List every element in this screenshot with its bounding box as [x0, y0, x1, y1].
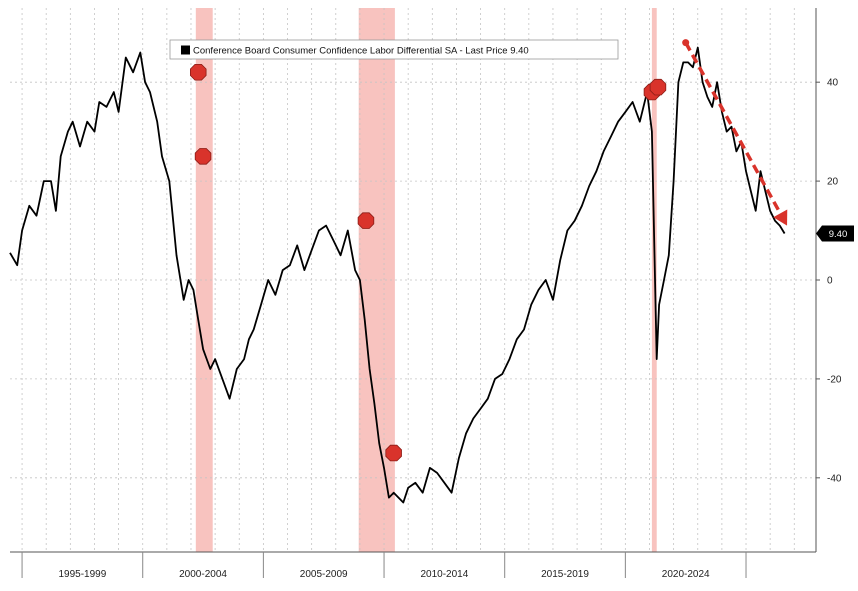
y-tick-label: 40 — [827, 78, 839, 89]
trend-arrow-shaft — [684, 41, 784, 218]
trend-arrow-head — [773, 209, 788, 226]
trend-arrow-start — [682, 39, 690, 47]
axes — [10, 8, 820, 578]
series-layer — [9, 46, 786, 504]
legend-swatch — [181, 45, 190, 55]
x-period-label: 2020-2024 — [662, 569, 710, 580]
recession-marker — [357, 212, 375, 229]
recession-marker — [649, 78, 667, 96]
last-value-tag-bg — [816, 225, 854, 242]
recession-marker — [194, 148, 212, 165]
legend-label: Conference Board Consumer Confidence Lab… — [193, 46, 529, 57]
legend: Conference Board Consumer Confidence Lab… — [169, 39, 619, 60]
trend-arrow — [682, 39, 788, 226]
x-period-label: 2015-2019 — [541, 569, 589, 580]
x-period-labels: 1995-1999 2000-2004 2005-2009 2010-2014 2015… — [58, 569, 710, 580]
recession-marker — [385, 444, 402, 462]
legend-box — [169, 39, 619, 60]
last-value-tag: 9.40 — [816, 225, 854, 242]
y-tick-label: 0 — [827, 276, 833, 287]
x-period-label: 1995-1999 — [58, 569, 106, 580]
x-period-label: 2000-2004 — [179, 569, 227, 580]
recession-marker — [189, 64, 207, 81]
y-tick-labels: 40 20 0 -20 -40 — [827, 78, 842, 485]
last-value-tag-label: 9.40 — [829, 229, 848, 240]
series-line — [9, 46, 786, 504]
y-tick-label: -20 — [827, 374, 842, 385]
recession-band — [195, 8, 213, 552]
y-tick-label: 20 — [827, 177, 839, 188]
recession-markers — [189, 64, 667, 462]
x-period-label: 2010-2014 — [420, 569, 468, 580]
y-tick-label: -40 — [827, 473, 842, 484]
gridlines — [10, 8, 816, 552]
x-period-label: 2005-2009 — [300, 569, 348, 580]
